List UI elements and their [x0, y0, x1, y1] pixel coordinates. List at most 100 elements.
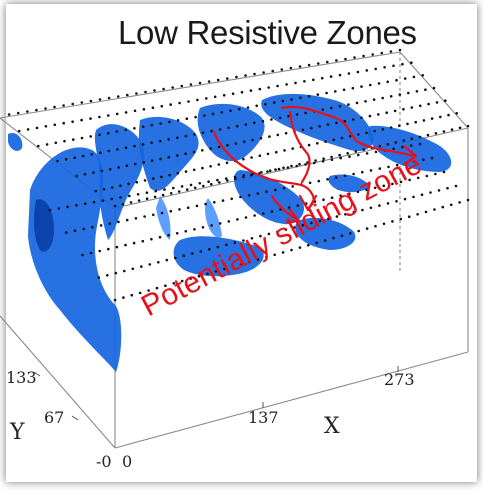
electrode-dot — [314, 159, 317, 162]
electrode-dot — [230, 197, 233, 201]
resistivity-body — [8, 132, 23, 151]
electrode-dot — [253, 72, 256, 76]
electrode-dot — [174, 256, 177, 260]
electrode-dot — [398, 93, 402, 96]
electrode-dot — [150, 237, 153, 241]
electrode-dot — [406, 122, 409, 126]
electrode-dot — [108, 222, 112, 225]
electrode-dot — [242, 174, 246, 177]
electrode-dot — [134, 162, 137, 166]
electrode-dot — [168, 173, 171, 177]
electrode-dot — [140, 265, 143, 268]
electrode-dot — [193, 186, 197, 190]
electrode-dot — [316, 93, 320, 96]
electrode-dot — [138, 291, 142, 295]
electrode-dot — [377, 113, 380, 116]
electrode-dot — [339, 156, 343, 160]
electrode-dot — [172, 186, 175, 190]
electrode-dot — [392, 147, 395, 150]
electrode-dot — [348, 192, 351, 195]
electrode-dot — [124, 111, 128, 114]
electrode-dot — [362, 148, 366, 151]
electrode-dot — [271, 69, 275, 73]
electrode-dot — [81, 253, 84, 257]
electrode-dot — [401, 62, 404, 66]
electrode-dot — [286, 166, 290, 169]
electrode-dot — [413, 160, 416, 163]
electrode-dot — [437, 189, 441, 192]
electrode-dot — [247, 194, 251, 197]
electrode-dot — [321, 108, 325, 111]
electrode-dot — [349, 232, 352, 235]
electrode-dot — [304, 111, 307, 115]
electrode-dot — [123, 269, 126, 273]
resistivity-body — [28, 147, 122, 372]
electrode-dot — [130, 293, 134, 297]
electrode-dot — [382, 222, 386, 226]
electrode-dot — [16, 111, 20, 115]
electrode-dot — [134, 217, 138, 220]
electrode-dot — [239, 263, 243, 266]
electrode-dot — [362, 54, 365, 58]
electrode-dot — [352, 210, 356, 214]
electrode-dot — [158, 139, 162, 143]
electrode-dot — [44, 125, 48, 128]
electrode-dot — [281, 99, 285, 103]
electrode-dot — [410, 61, 413, 64]
plot-title: Low Resistive Zones — [118, 14, 417, 51]
y-tick-0: -0 — [96, 452, 112, 471]
electrode-dot — [276, 230, 279, 234]
electrode-dot — [325, 91, 328, 95]
electrode-dot — [407, 215, 411, 218]
electrode-dot — [357, 229, 361, 233]
electrode-dot — [227, 220, 231, 223]
electrode-dot — [329, 75, 333, 78]
electrode-dot — [422, 119, 426, 122]
electrode-dot — [75, 204, 78, 207]
arrow-short-head — [285, 208, 301, 224]
electrode-dot — [295, 164, 299, 168]
electrode-dot — [106, 274, 109, 277]
electrode-dot — [262, 212, 265, 215]
electrode-dot — [26, 128, 30, 131]
electrode-dot — [446, 186, 449, 190]
electrode-dot — [223, 267, 226, 271]
electrode-dot — [398, 124, 401, 127]
electrode-dot — [246, 106, 250, 109]
electrode-dot — [268, 169, 272, 172]
electrode-dot — [402, 139, 406, 142]
electrode-dot — [176, 136, 179, 140]
electrode-dot — [430, 156, 434, 160]
x-axis-label: X — [324, 414, 340, 439]
electrode-dot — [158, 235, 162, 239]
electrode-dot — [296, 204, 300, 207]
electrode-dot — [429, 191, 432, 194]
electrode-dot — [151, 106, 155, 109]
electrode-dot — [365, 131, 368, 135]
electrode-dot — [262, 71, 265, 74]
electrode-dot — [205, 97, 208, 100]
low-resistivity-bodies — [8, 93, 452, 372]
electrode-dot — [424, 210, 428, 214]
electrode-dot — [71, 102, 74, 106]
electrode-dot — [142, 161, 145, 164]
electrode-dot — [210, 129, 213, 133]
electrode-dot — [150, 141, 153, 145]
electrode-dot — [153, 89, 156, 92]
electrode-dot — [117, 166, 120, 169]
electrode-dot — [258, 87, 262, 91]
electrode-dot — [427, 102, 430, 106]
electrode-dot — [234, 142, 238, 145]
electrode-dot — [113, 204, 117, 208]
electrode-dot — [189, 183, 193, 187]
electrode-dot — [357, 153, 360, 157]
electrode-dot — [199, 250, 203, 253]
electrode-dot — [261, 119, 265, 123]
electrode-dot — [184, 152, 187, 155]
electrode-dot — [285, 83, 288, 86]
axis-ticks — [33, 366, 399, 421]
electrode-dot — [291, 185, 295, 188]
electrode-dot — [402, 107, 405, 111]
flow-arrows — [212, 105, 418, 224]
electrode-dot — [148, 263, 152, 266]
